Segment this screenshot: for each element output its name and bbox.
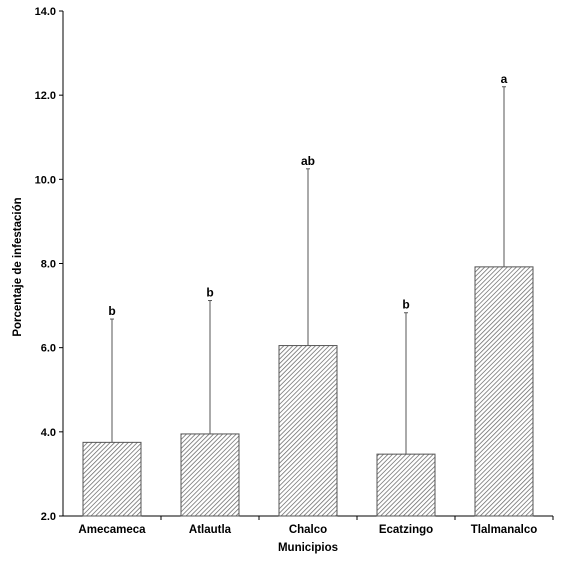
significance-label: b [402, 298, 409, 312]
x-tick-label: Chalco [289, 524, 327, 536]
x-tick-label: Ecatzingo [379, 524, 433, 536]
y-axis-title: Porcentaje de infestación [12, 197, 24, 336]
y-tick-label: 10.0 [35, 174, 56, 186]
significance-label: ab [301, 154, 315, 168]
y-tick-label: 8.0 [41, 259, 56, 271]
significance-label: b [206, 286, 213, 300]
bar [474, 266, 534, 517]
x-tick-label: Tlalmanalco [471, 524, 537, 536]
plot-area: 2.0 4.0 6.0 8.0 10.0 12.0 14.0 b Amecameca b Atlau… [35, 6, 554, 536]
bar [278, 345, 338, 517]
y-tick-label: 14.0 [35, 6, 56, 18]
x-axis-title: Municipios [278, 542, 338, 554]
bar [82, 441, 142, 517]
y-tick-label: 6.0 [41, 343, 56, 355]
bar [376, 453, 436, 517]
significance-label: a [501, 72, 508, 86]
y-tick-label: 12.0 [35, 90, 56, 102]
bar [180, 433, 240, 517]
y-tick-label: 4.0 [41, 427, 56, 439]
x-tick-label: Atlautla [189, 524, 232, 536]
significance-label: b [108, 304, 115, 318]
y-tick-label: 2.0 [41, 511, 56, 523]
x-tick-label: Amecameca [78, 524, 146, 536]
